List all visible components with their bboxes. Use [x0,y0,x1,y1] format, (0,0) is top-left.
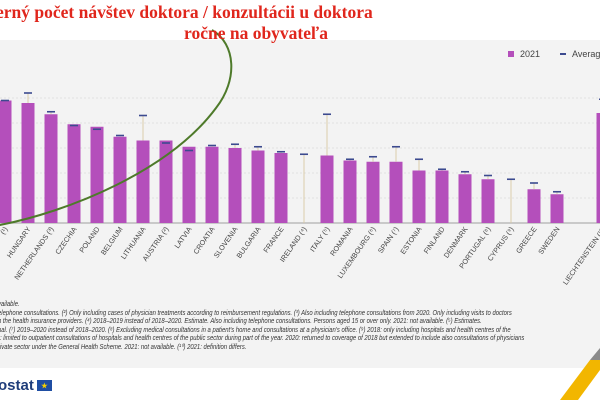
bar [274,153,288,223]
bar [481,179,495,223]
x-tick-label: LIECHTENSTEIN (¹⁰) [561,225,600,287]
bar [205,146,219,223]
x-tick-label: FINLAND [422,225,447,255]
bar [251,150,265,223]
x-tick-label: SPAIN (⁷) [376,225,401,255]
x-tick-label: ESTONIA [398,225,424,256]
chart-title: erný počet návštev doktora / konzultácii… [0,2,456,44]
bar [389,161,403,223]
bar [412,170,426,223]
x-tick-label: POLAND [77,225,101,254]
title-line-2: ročne na obyvateľa [184,23,328,43]
footnote-line: h the health insurance providers. (⁴) 20… [0,316,482,326]
bar [366,161,380,223]
footnote-line: vailable. [0,299,20,308]
bar [90,126,104,223]
bar [113,136,127,223]
bar [44,114,58,223]
bar [458,174,472,223]
logo-text: ostat [0,377,34,394]
x-tick-label: FRANCE [261,225,285,255]
eurostat-logo: ostat ★ [0,377,52,394]
footnotes: vailable. elephone consultations. (²) On… [0,299,525,352]
corner-chevron-decoration [560,348,600,400]
footnote-line: elephone consultations. (²) Only includi… [0,307,512,317]
bar [527,189,541,223]
legend-bar-swatch [508,51,514,57]
bar [21,103,35,223]
bar [550,194,564,223]
bar [596,113,600,223]
x-tick-label: CZECHIA [53,225,79,256]
footnote-line: ): limited to outpatient consultations o… [0,333,525,343]
bar [159,140,173,223]
footnote-line: rivate sector under the General Health S… [0,341,247,351]
legend-average-label: Average [572,49,600,59]
footnote-line: nal. (⁷) 2019–2020 instead of 2018–2020.… [0,324,511,334]
legend: 2021 Average [508,49,600,59]
gridlines [0,97,600,224]
x-tick-label: SWEDEN [536,225,561,256]
bar [0,100,12,223]
bar [182,146,196,223]
bar [228,148,242,223]
x-tick-label: LATVIA [172,225,193,250]
bar [320,155,334,223]
bar [67,124,81,223]
title-line-1: erný počet návštev doktora / konzultácii… [0,2,373,22]
chart-marks [0,92,600,223]
bar [136,140,150,223]
legend-bar-label: 2021 [520,49,541,59]
bar [435,170,449,223]
x-tick-label: ITALY (⁵) [308,225,332,254]
legend-average-marker [560,53,567,55]
x-tick-label: GREECE [514,225,539,255]
x-tick-label: (¹) [0,225,10,236]
bar [343,160,357,223]
eu-flag-icon: ★ [36,380,52,391]
arrow-curve [0,29,233,226]
